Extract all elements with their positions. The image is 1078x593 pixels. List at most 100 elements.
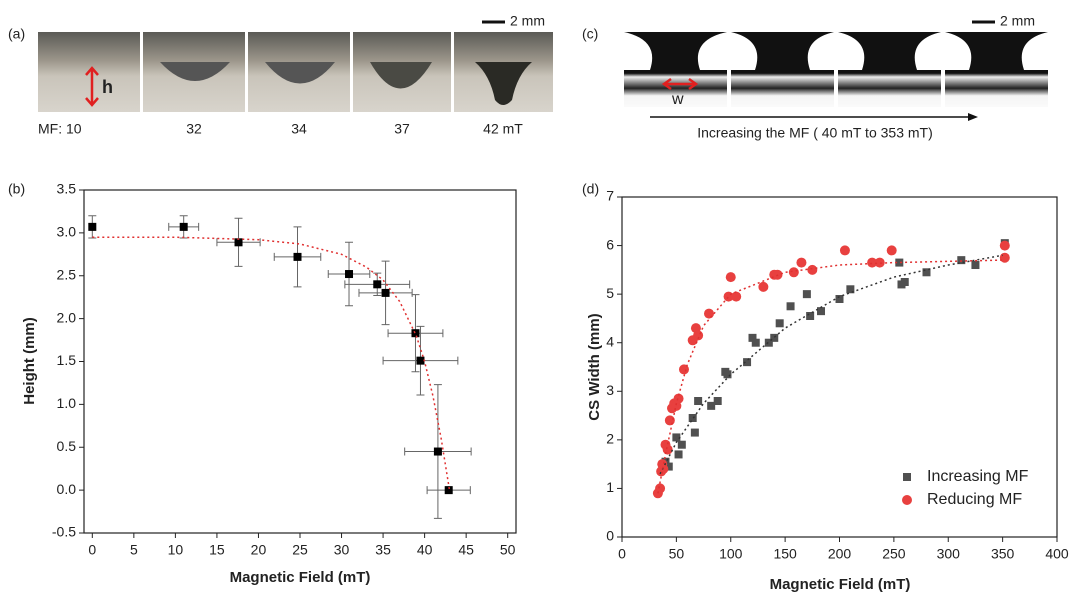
point — [674, 450, 683, 459]
point — [846, 285, 855, 294]
y-tick-label: 6 — [606, 236, 614, 252]
y-tick-label: 0.5 — [57, 438, 77, 454]
point — [373, 280, 382, 289]
legend-marker — [902, 495, 912, 505]
width-marker: w — [671, 91, 684, 108]
height-marker: h — [102, 77, 113, 97]
point — [416, 356, 425, 365]
point — [802, 290, 811, 299]
x-tick-label: 25 — [292, 542, 308, 558]
point — [748, 333, 757, 342]
field-label: 32 — [186, 121, 202, 137]
y-tick-label: 3 — [606, 382, 614, 398]
point — [922, 268, 931, 277]
point — [957, 256, 966, 265]
point — [743, 358, 752, 367]
point — [807, 264, 818, 275]
panel-label: (c) — [582, 26, 598, 42]
point — [662, 444, 673, 455]
x-tick-label: 50 — [500, 542, 516, 558]
arrow-heads — [85, 66, 99, 107]
x-tick-label: 150 — [773, 546, 797, 562]
point — [788, 267, 799, 278]
panel-label: (a) — [8, 26, 25, 42]
point — [758, 281, 769, 292]
x-axis-label: Magnetic Field (mT) — [770, 576, 911, 593]
y-tick-label: 2.0 — [57, 309, 77, 325]
pole — [945, 32, 1048, 70]
x-tick-label: 15 — [209, 542, 225, 558]
arrow-heads — [661, 77, 699, 91]
droplet — [475, 62, 532, 105]
x-tick-label: 20 — [251, 542, 267, 558]
y-tick-label: 2.5 — [57, 266, 77, 282]
point — [786, 302, 795, 311]
pole — [624, 32, 727, 70]
y-tick-label: 0 — [606, 528, 614, 544]
droplet — [370, 62, 432, 89]
arrow-head — [968, 113, 978, 121]
x-tick-label: 30 — [334, 542, 350, 558]
point — [664, 462, 673, 471]
point — [234, 238, 243, 247]
x-tick-label: 300 — [937, 546, 961, 562]
y-tick-label: 4 — [606, 333, 614, 349]
fit-line — [657, 259, 1003, 494]
point — [796, 257, 807, 268]
point — [704, 308, 714, 319]
panel-label: (b) — [8, 181, 25, 197]
point — [690, 428, 699, 437]
point — [381, 288, 390, 297]
x-tick-label: 5 — [130, 542, 138, 558]
point — [874, 257, 885, 268]
y-tick-label: -0.5 — [52, 524, 76, 540]
y-tick-label: 3.5 — [57, 181, 77, 197]
point — [895, 258, 904, 267]
point — [673, 393, 684, 404]
fit-line — [92, 236, 451, 491]
y-axis-label: CS Width (mm) — [586, 313, 603, 420]
point — [867, 257, 878, 268]
field-label: 42 mT — [483, 121, 523, 137]
point — [999, 252, 1010, 263]
point — [886, 245, 897, 256]
point — [770, 333, 779, 342]
y-tick-label: 5 — [606, 285, 614, 301]
point — [678, 364, 689, 375]
pole — [838, 32, 941, 70]
pole — [731, 32, 834, 70]
point — [900, 278, 909, 286]
point — [764, 338, 773, 347]
legend-marker — [903, 473, 911, 481]
point — [806, 312, 815, 320]
y-tick-label: 1.5 — [57, 352, 77, 368]
point — [88, 222, 97, 231]
y-tick-label: 7 — [606, 188, 614, 204]
x-tick-label: 200 — [828, 546, 852, 562]
point — [713, 397, 722, 405]
point — [999, 240, 1010, 251]
y-axis-label: Height (mm) — [21, 317, 38, 405]
point — [731, 291, 742, 302]
point — [444, 486, 453, 495]
point — [345, 270, 354, 279]
point — [433, 447, 442, 456]
droplet — [160, 62, 230, 81]
point — [672, 433, 681, 442]
point — [694, 397, 703, 405]
field-label: 34 — [291, 121, 307, 137]
point — [688, 414, 697, 422]
scale-label: 2 mm — [1000, 13, 1035, 29]
point — [411, 329, 420, 338]
point — [179, 222, 188, 231]
point — [971, 261, 980, 269]
legend-label: Reducing MF — [927, 491, 1022, 508]
x-tick-label: 45 — [458, 542, 474, 558]
photo-strip-c — [624, 20, 1048, 121]
x-tick-label: 0 — [88, 542, 96, 558]
x-tick-label: 40 — [417, 542, 433, 558]
field-label: 37 — [394, 121, 410, 137]
point — [835, 295, 844, 303]
